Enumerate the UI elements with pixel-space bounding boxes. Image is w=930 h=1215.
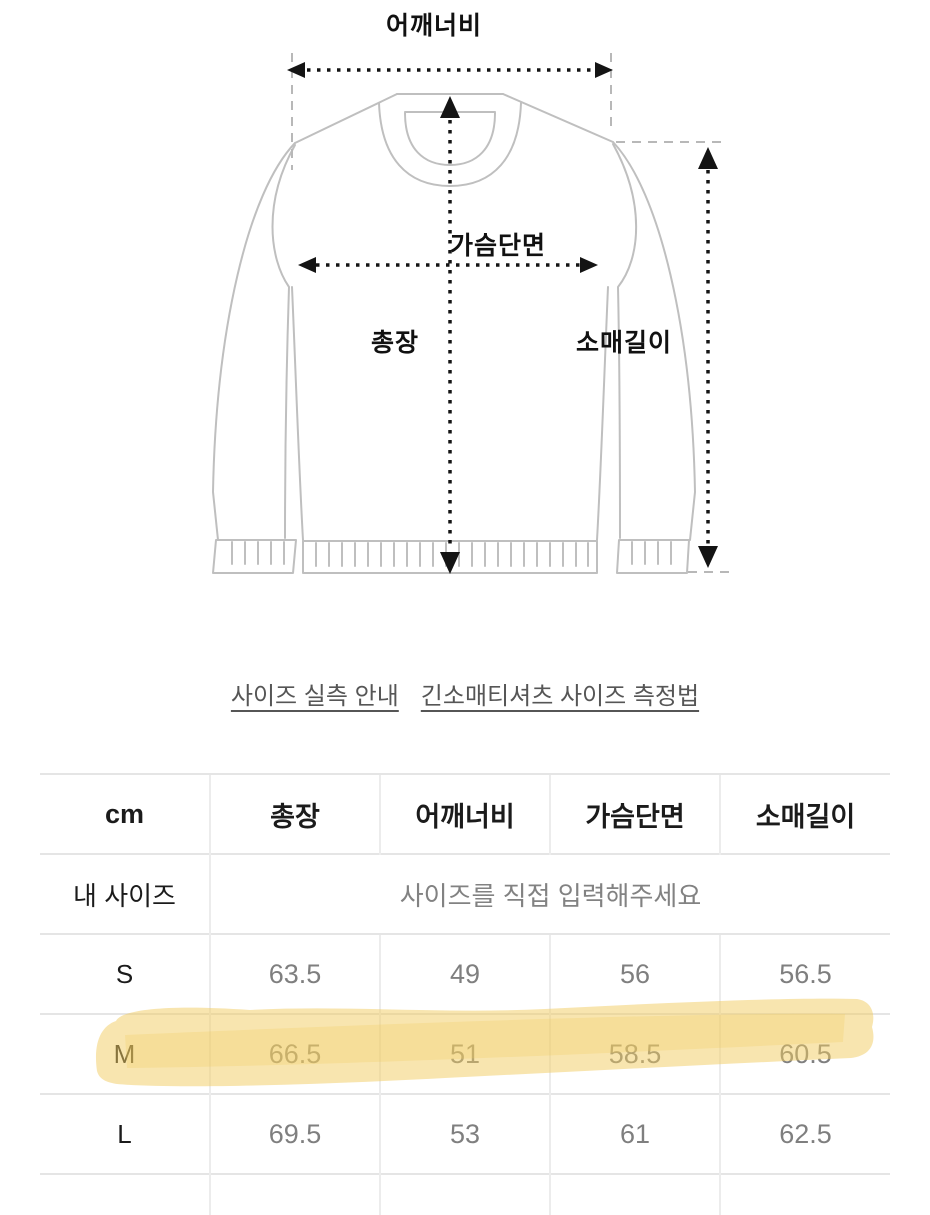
s-sleeve-length: 56.5 [719,933,890,1014]
col-header-sleeve-length: 소매길이 [719,773,890,854]
measurement-guide-lines [291,53,731,573]
size-label-l: L [40,1093,210,1174]
size-links-row: 사이즈 실측 안내 긴소매티셔츠 사이즈 측정법 [0,676,930,711]
m-sleeve-length: 60.5 [719,1013,890,1094]
table-row-partial [40,1173,890,1215]
table-row-m: M 66.5 51 58.5 60.5 [40,1013,890,1094]
my-size-input-placeholder[interactable]: 사이즈를 직접 입력해주세요 [209,853,890,934]
measure-method-link[interactable]: 긴소매티셔츠 사이즈 측정법 [420,683,700,710]
sleeve-length-label: 소매길이 [575,329,673,357]
sweater-outline [212,93,696,574]
total-length-arrow [440,96,460,574]
col-header-total-length: 총장 [209,773,380,854]
col-header-shoulder-width: 어깨너비 [379,773,550,854]
chest-width-arrow [298,257,598,273]
table-header-row: cm 총장 어깨너비 가슴단면 소매길이 [40,773,890,854]
total-length-label: 총장 [370,329,420,357]
size-label-s: S [40,933,210,1014]
size-guide-link[interactable]: 사이즈 실측 안내 [230,683,399,710]
sleeve-length-arrow [698,147,718,568]
l-shoulder-width: 53 [379,1093,550,1174]
s-total-length: 63.5 [209,933,380,1014]
sweater-outline-svg [212,53,731,574]
size-label-m: M [40,1013,210,1094]
col-header-chest-width: 가슴단면 [549,773,720,854]
chest-width-label: 가슴단면 [449,232,547,260]
unit-header-cell: cm [40,773,210,854]
my-size-label: 내 사이즈 [40,853,210,934]
shoulder-width-label: 어깨너비 [385,12,483,40]
shoulder-width-arrow [287,62,613,78]
size-table: cm 총장 어깨너비 가슴단면 소매길이 내 사이즈 사이즈를 직접 입력해주세… [40,773,890,1215]
sweater-measurement-diagram: 어깨너비 가슴단면 총장 소매길이 [212,12,731,574]
l-sleeve-length: 62.5 [719,1093,890,1174]
my-size-row: 내 사이즈 사이즈를 직접 입력해주세요 [40,853,890,934]
l-chest-width: 61 [549,1093,720,1174]
s-chest-width: 56 [549,933,720,1014]
m-shoulder-width: 51 [379,1013,550,1094]
m-chest-width: 58.5 [549,1013,720,1094]
s-shoulder-width: 49 [379,933,550,1014]
table-row-s: S 63.5 49 56 56.5 [40,933,890,1014]
m-total-length: 66.5 [209,1013,380,1094]
table-row-l: L 69.5 53 61 62.5 [40,1093,890,1174]
l-total-length: 69.5 [209,1093,380,1174]
